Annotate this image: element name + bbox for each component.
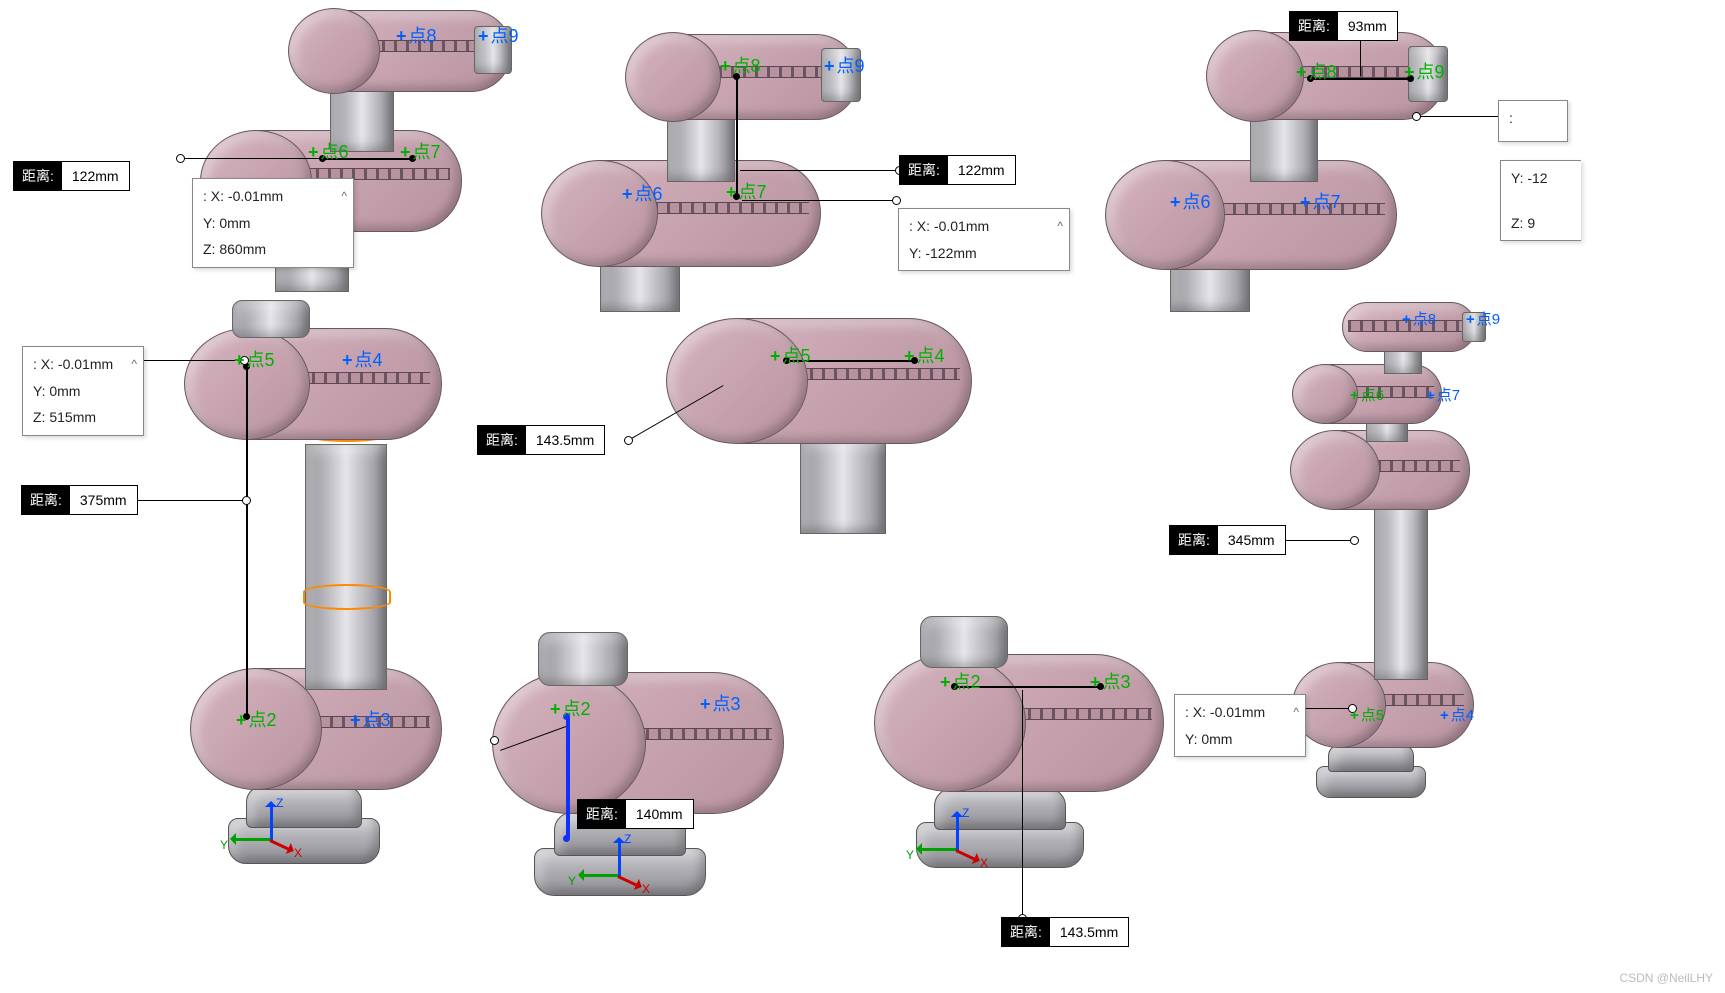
panel3-distance: 距离: 93mm [1290, 12, 1397, 40]
collapse-caret[interactable]: ^ [341, 185, 347, 208]
panel4-info: : X: -0.01mm ^ Y: 0mm Z: 515mm [22, 346, 144, 436]
panel4-robot [190, 298, 480, 868]
stage: 点8 点9 点6 点7 距离: 122mm : X: -0.01mm ^ Y: … [0, 0, 1725, 993]
panel8-robot [876, 554, 1196, 874]
panel5-robot [660, 300, 1000, 530]
panel2-robot [555, 20, 895, 310]
panel1-distance: 距离: 122mm [14, 162, 129, 190]
panel8-triad: ZYX [956, 850, 957, 851]
panel9-info: : X: -0.01mm ^ Y: 0mm [1174, 694, 1306, 757]
collapse-caret[interactable]: ^ [131, 353, 137, 376]
panel6-blue-dim [566, 716, 570, 838]
panel3-robot [1110, 20, 1470, 310]
panel8-distance: 距离: 143.5mm [1002, 918, 1128, 946]
panel4-triad: ZYX [270, 840, 271, 841]
panel4-orange-ring-bot [303, 584, 391, 610]
panel6-robot [490, 550, 820, 900]
panel5-distance: 距离: 143.5mm [478, 426, 604, 454]
panel2-info: : X: -0.01mm ^ Y: -122mm [898, 208, 1070, 271]
panel3-info-colon: : [1498, 100, 1568, 142]
panel3-info: Y: -12 Z: 9 [1500, 160, 1581, 241]
distance-key: 距离: [14, 162, 62, 190]
panel4-distance: 距离: 375mm [22, 486, 137, 514]
panel6-triad: ZYX [618, 876, 619, 877]
collapse-caret[interactable]: ^ [1057, 215, 1063, 238]
panel1-info: : X: -0.01mm ^ Y: 0mm Z: 860mm [192, 178, 354, 268]
distance-val: 122mm [62, 162, 129, 190]
panel6-distance: 距离: 140mm [578, 800, 693, 828]
panel7-robot [1302, 300, 1522, 800]
collapse-caret[interactable]: ^ [1293, 701, 1299, 724]
panel7-distance: 距离: 345mm [1170, 526, 1285, 554]
watermark: CSDN @NeilLHY [1619, 971, 1713, 985]
panel2-distance: 距离: 122mm [900, 156, 1015, 184]
